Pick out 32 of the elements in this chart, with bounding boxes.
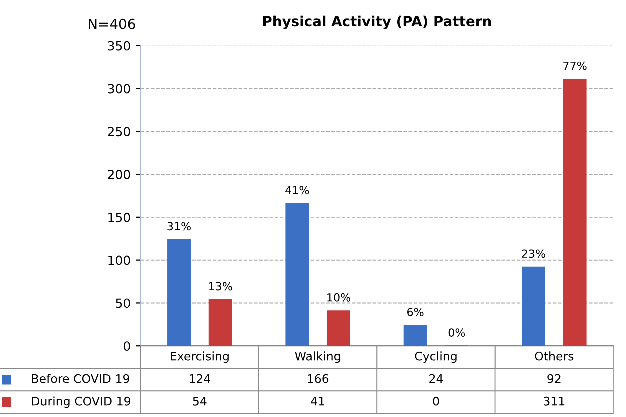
y-tick-label: 250	[108, 127, 130, 137]
data-label: 0	[433, 396, 440, 406]
x-tick-label: Exercising	[171, 352, 229, 364]
annotation: 23%	[522, 250, 546, 258]
y-tick-label: 350	[108, 41, 130, 51]
data-label: 24	[430, 374, 444, 384]
chart-title: Physical Activity (PA) Pattern	[263, 16, 492, 30]
data-label: 41	[311, 397, 325, 406]
annotation: 77%	[564, 62, 587, 70]
y-tick-label: 0	[124, 342, 130, 352]
y-tick-label: 50	[116, 298, 130, 308]
x-tick-label: Walking	[295, 352, 340, 364]
x-tick-label: Cycling	[415, 352, 457, 364]
annotation: 31%	[168, 222, 191, 231]
data-label: 311	[544, 396, 565, 406]
data-label: 54	[193, 397, 207, 406]
annotation: 41%	[286, 186, 310, 195]
annotation: 13%	[209, 282, 232, 291]
data-label: 166	[308, 374, 329, 384]
x-tick-label: Others	[535, 352, 574, 361]
annotation: 10%	[328, 293, 350, 302]
y-tick-label: 200	[108, 170, 130, 180]
y-tick-label: 300	[108, 84, 130, 94]
legend-label: Before COVID 19	[32, 374, 130, 384]
data-label: 124	[190, 374, 211, 384]
annotation: 0%	[448, 328, 466, 338]
legend-label: During COVID 19	[32, 396, 131, 408]
data-label: 92	[548, 374, 561, 384]
text: N=406	[89, 18, 136, 30]
y-tick-label: 150	[108, 212, 130, 222]
annotation: 6%	[408, 308, 424, 316]
y-tick-label: 100	[108, 256, 130, 266]
